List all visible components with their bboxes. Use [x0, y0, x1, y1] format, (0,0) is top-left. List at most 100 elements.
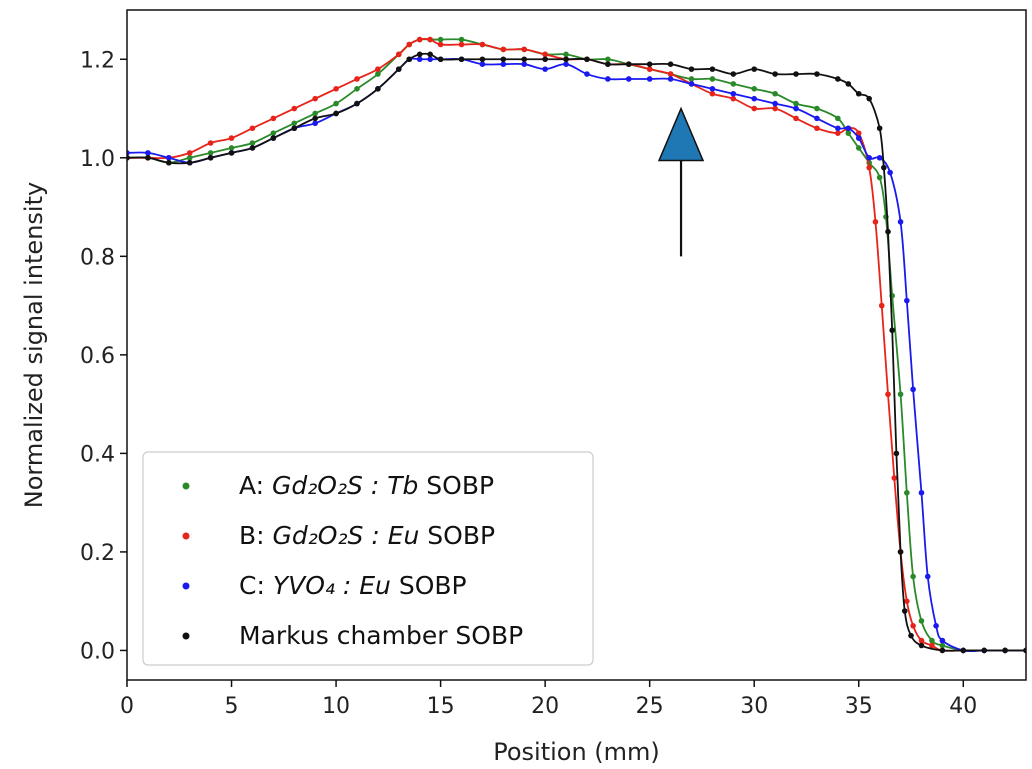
data-point [835, 76, 841, 82]
legend-marker [182, 482, 190, 490]
data-point [872, 219, 879, 225]
data-point [521, 56, 528, 63]
x-tick-label: 15 [427, 694, 455, 719]
data-point [929, 642, 935, 649]
data-point [709, 86, 716, 92]
annotation-layer [657, 106, 705, 257]
data-point [897, 219, 904, 225]
y-tick-label: 1.2 [80, 48, 115, 73]
x-axis-title: Position (mm) [493, 738, 660, 766]
legend-label: A: Gd₂O₂S : Tb SOBP [239, 471, 494, 500]
data-point [542, 51, 548, 58]
data-point [835, 125, 841, 132]
data-point [563, 51, 569, 58]
data-point [793, 105, 799, 112]
data-point [249, 140, 256, 146]
x-tick-label: 0 [120, 694, 134, 719]
data-point [667, 61, 674, 67]
data-point [207, 154, 214, 161]
data-point [166, 154, 172, 161]
legend-label: Markus chamber SOBP [239, 621, 523, 650]
legend-marker [182, 632, 190, 640]
data-point [918, 642, 925, 649]
data-point [584, 71, 590, 77]
data-point [542, 56, 548, 63]
data-point [375, 71, 381, 77]
data-point [186, 150, 193, 156]
data-point [876, 174, 883, 181]
data-point [605, 56, 611, 63]
data-point [437, 36, 444, 43]
data-point [730, 90, 737, 97]
y-tick-label: 0.0 [80, 639, 115, 664]
data-point [333, 86, 339, 92]
data-point [751, 105, 758, 112]
data-point [249, 125, 256, 132]
data-point [416, 36, 423, 43]
data-point [939, 647, 946, 654]
data-point [793, 115, 799, 122]
data-point [878, 302, 885, 309]
data-point [835, 130, 841, 136]
data-point [910, 386, 916, 393]
data-point [479, 61, 486, 67]
y-axis-title: Normalized signal intensity [20, 182, 48, 508]
data-point [1002, 647, 1008, 654]
data-point [354, 86, 360, 92]
data-point [416, 56, 423, 63]
data-point [876, 154, 883, 161]
x-tick-label: 30 [740, 694, 768, 719]
data-point [845, 130, 852, 136]
data-point [904, 489, 910, 496]
data-point [354, 76, 360, 82]
data-point [933, 623, 939, 629]
data-point [291, 120, 298, 127]
x-tick-label: 20 [531, 694, 559, 719]
data-point [542, 66, 548, 72]
data-point [427, 56, 433, 63]
data-point [563, 56, 569, 63]
data-point [406, 56, 413, 63]
data-point [897, 549, 904, 555]
data-point [228, 150, 235, 156]
data-point [584, 56, 590, 63]
data-point [918, 618, 925, 624]
data-point [908, 632, 914, 639]
data-point [793, 100, 799, 107]
data-point [855, 90, 862, 97]
series-2 [127, 56, 1026, 654]
data-point [395, 51, 402, 58]
data-point [981, 647, 987, 654]
plot-frame [126, 9, 1027, 681]
data-point [646, 66, 653, 72]
data-point [427, 36, 433, 43]
data-point [918, 489, 925, 496]
data-point [688, 66, 695, 72]
data-point [406, 41, 413, 48]
data-point [354, 100, 360, 107]
data-point [427, 51, 433, 58]
data-point [866, 164, 872, 171]
data-point [814, 71, 820, 77]
data-point [845, 125, 852, 132]
y-axis: 0.0 0.2 0.4 0.6 0.8 1.0 1.2 [80, 48, 127, 664]
data-point [845, 81, 852, 87]
data-point [605, 76, 611, 82]
data-point [375, 86, 381, 92]
data-point [939, 642, 946, 649]
data-point [228, 145, 235, 151]
data-point [897, 391, 904, 398]
data-point [291, 125, 298, 132]
data-point [709, 66, 716, 72]
data-point [891, 475, 898, 481]
legend-label: C: YVO₄ : Eu SOBP [239, 571, 467, 600]
data-point [904, 297, 910, 304]
data-point [333, 110, 339, 117]
data-point [751, 95, 758, 102]
data-point [772, 71, 778, 77]
data-point [479, 41, 486, 48]
data-point [709, 90, 716, 97]
data-point [270, 130, 277, 136]
data-point [730, 71, 737, 77]
data-point [772, 105, 778, 112]
